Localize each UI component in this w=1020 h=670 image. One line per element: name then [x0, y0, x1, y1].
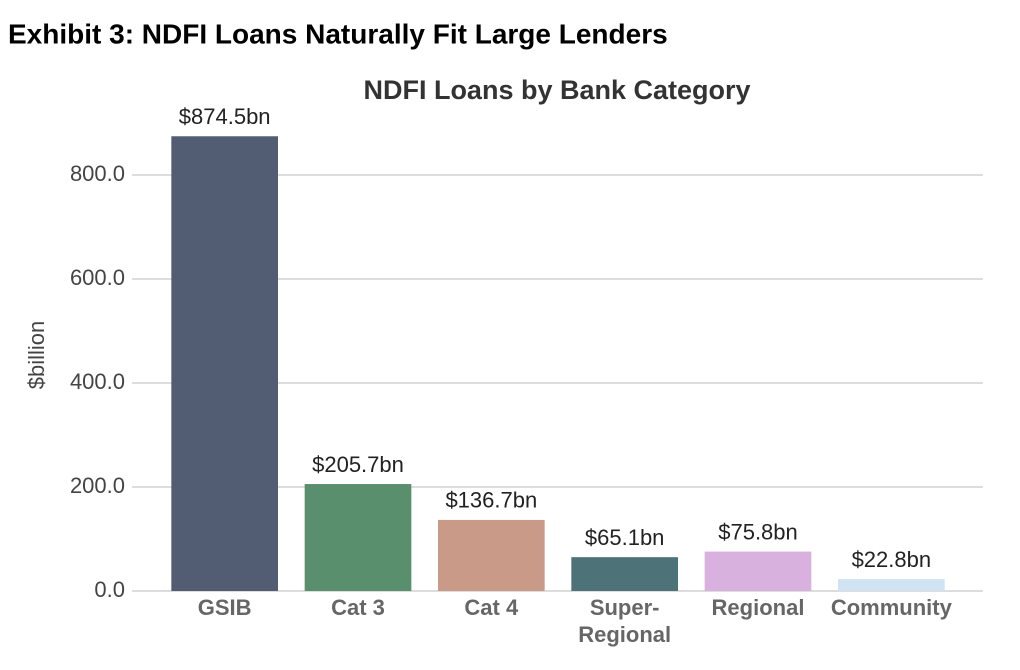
y-tick-label: 600.0 — [70, 265, 125, 290]
x-tick-label: Cat 4 — [464, 595, 519, 620]
x-tick-label: Community — [831, 595, 953, 620]
y-tick-label: 800.0 — [70, 161, 125, 186]
x-tick-label: Cat 3 — [331, 595, 385, 620]
bar — [571, 557, 678, 591]
bar — [438, 519, 545, 591]
value-label: $22.8bn — [852, 547, 932, 572]
bar — [304, 484, 412, 591]
page-title: Exhibit 3: NDFI Loans Naturally Fit Larg… — [8, 18, 668, 49]
bar — [704, 551, 812, 591]
x-tick-label: Regional — [712, 595, 805, 620]
x-tick-label: GSIB — [198, 595, 252, 620]
bar — [171, 136, 278, 591]
value-label: $205.7bn — [312, 452, 404, 477]
value-label: $65.1bn — [585, 525, 665, 550]
value-label: $136.7bn — [445, 488, 537, 513]
y-axis-label: $billion — [24, 321, 49, 390]
chart-title: NDFI Loans by Bank Category — [363, 75, 750, 105]
y-tick-label: 400.0 — [70, 369, 125, 394]
value-label: $75.8bn — [718, 519, 798, 544]
x-tick-label: Super-Regional — [578, 595, 671, 647]
value-label: $874.5bn — [179, 104, 271, 129]
bar — [838, 579, 945, 591]
y-tick-label: 0.0 — [94, 577, 125, 602]
y-tick-label: 200.0 — [70, 473, 125, 498]
